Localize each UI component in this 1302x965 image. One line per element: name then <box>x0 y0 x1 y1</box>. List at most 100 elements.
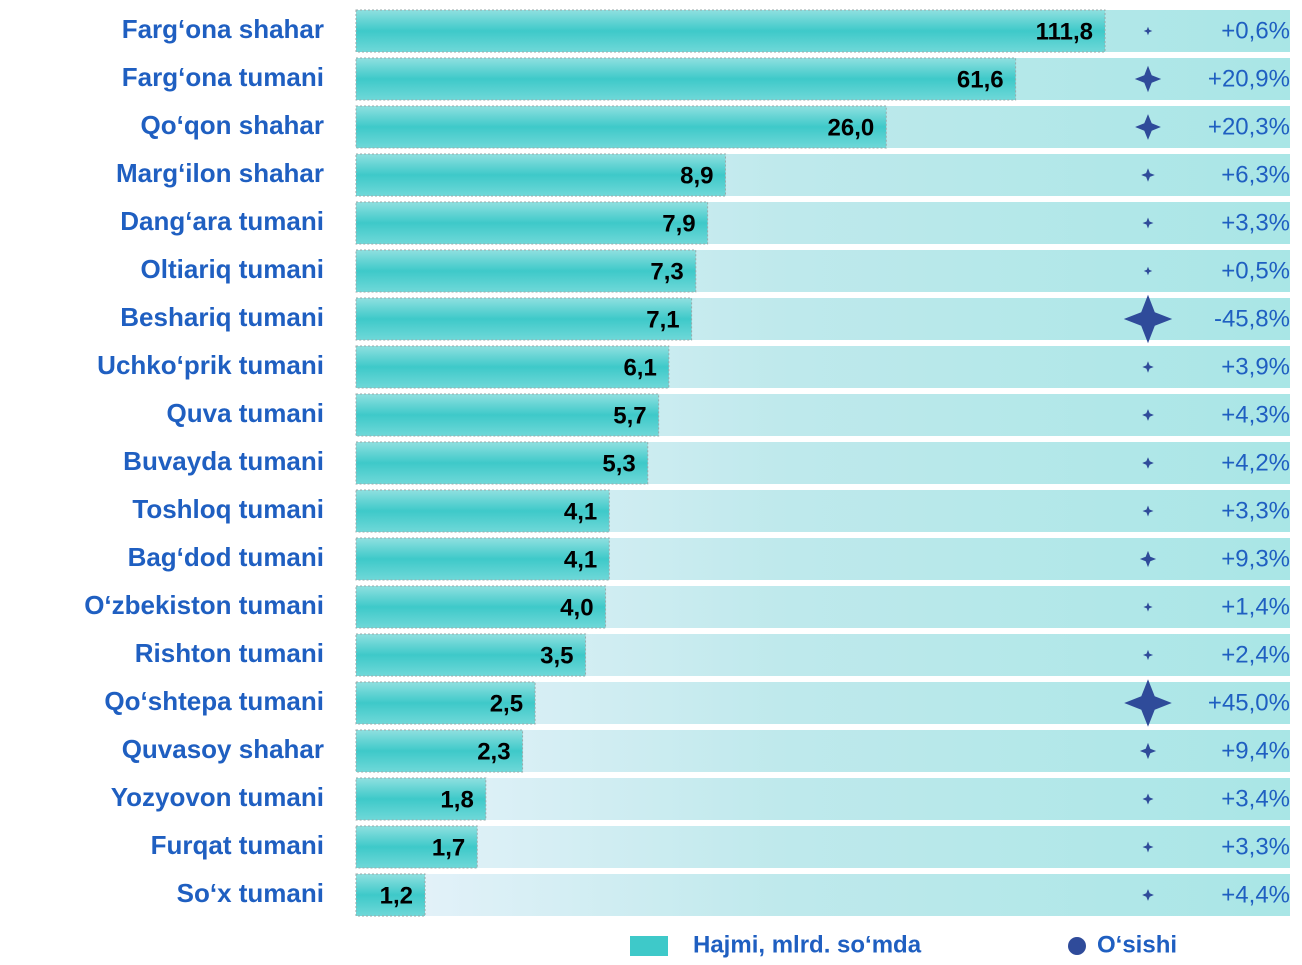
value-label: 6,1 <box>623 354 656 381</box>
value-label: 2,5 <box>490 690 523 717</box>
bar <box>355 9 1106 53</box>
category-label: Marg‘ilon shahar <box>116 158 324 188</box>
value-label: 61,6 <box>957 66 1004 93</box>
growth-marker <box>1123 294 1173 344</box>
value-label: 2,3 <box>477 738 510 765</box>
category-label: So‘x tumani <box>177 878 324 908</box>
growth-label: -45,8% <box>1214 305 1290 332</box>
bar-track <box>356 778 1290 820</box>
growth-label: +20,9% <box>1208 65 1290 92</box>
category-label: Quva tumani <box>167 398 324 428</box>
bar-track <box>356 826 1290 868</box>
growth-marker <box>1124 679 1172 727</box>
category-label: Rishton tumani <box>135 638 324 668</box>
growth-marker <box>1139 742 1157 760</box>
bar <box>355 297 693 341</box>
category-label: Farg‘ona shahar <box>122 14 324 44</box>
growth-label: +0,6% <box>1221 17 1290 44</box>
growth-marker <box>1143 26 1153 36</box>
bar <box>355 633 587 677</box>
growth-marker <box>1141 168 1155 182</box>
growth-label: +0,5% <box>1221 257 1290 284</box>
growth-label: +3,3% <box>1221 833 1290 860</box>
category-label: Dang‘ara tumani <box>120 206 324 236</box>
growth-label: +3,9% <box>1221 353 1290 380</box>
growth-label: +4,2% <box>1221 449 1290 476</box>
growth-marker <box>1139 550 1157 568</box>
growth-marker <box>1142 457 1154 469</box>
legend-label: O‘sishi <box>1097 931 1177 958</box>
growth-label: +9,3% <box>1221 545 1290 572</box>
value-label: 4,1 <box>564 498 597 525</box>
growth-marker <box>1142 889 1154 901</box>
growth-label: +3,3% <box>1221 209 1290 236</box>
value-label: 5,7 <box>613 402 646 429</box>
value-label: 5,3 <box>602 450 635 477</box>
value-label: 111,8 <box>1036 18 1093 45</box>
bar <box>355 489 610 533</box>
growth-label: +6,3% <box>1221 161 1290 188</box>
value-label: 8,9 <box>680 162 713 189</box>
bar <box>355 153 726 197</box>
category-label: Qo‘shtepa tumani <box>104 686 324 716</box>
bar <box>355 873 426 917</box>
growth-marker <box>1135 114 1161 140</box>
growth-marker <box>1142 217 1154 229</box>
bar <box>355 57 1017 101</box>
category-label: Furqat tumani <box>151 830 324 860</box>
category-label: O‘zbekiston tumani <box>84 590 324 620</box>
bar <box>355 537 610 581</box>
bar <box>355 825 478 869</box>
value-label: 4,0 <box>560 594 593 621</box>
growth-marker <box>1143 602 1153 612</box>
growth-label: +3,3% <box>1221 497 1290 524</box>
category-label: Beshariq tumani <box>120 302 324 332</box>
bar <box>355 393 660 437</box>
growth-label: +45,0% <box>1208 689 1290 716</box>
value-label: 26,0 <box>828 114 875 141</box>
value-label: 1,7 <box>432 834 465 861</box>
growth-marker <box>1142 649 1154 661</box>
category-label: Uchko‘prik tumani <box>97 350 324 380</box>
growth-label: +4,4% <box>1221 881 1290 908</box>
legend-label: Hajmi, mlrd. so‘mda <box>693 931 922 958</box>
growth-label: +1,4% <box>1221 593 1290 620</box>
growth-marker <box>1142 505 1154 517</box>
growth-label: +9,4% <box>1221 737 1290 764</box>
category-label: Yozyovon tumani <box>111 782 324 812</box>
bar <box>355 249 697 293</box>
value-label: 7,1 <box>646 306 679 333</box>
value-label: 4,1 <box>564 546 597 573</box>
bar <box>355 777 487 821</box>
legend-swatch <box>630 936 668 956</box>
bar <box>355 345 670 389</box>
legend-swatch <box>1068 937 1086 955</box>
bar <box>355 201 709 245</box>
bar <box>355 729 524 773</box>
value-label: 7,9 <box>662 210 695 237</box>
category-label: Buvayda tumani <box>123 446 324 476</box>
bar <box>355 681 536 725</box>
category-label: Oltiariq tumani <box>141 254 324 284</box>
growth-marker <box>1142 841 1154 853</box>
category-label: Toshloq tumani <box>132 494 324 524</box>
growth-label: +4,3% <box>1221 401 1290 428</box>
growth-marker <box>1143 266 1153 276</box>
category-label: Qo‘qon shahar <box>141 110 324 140</box>
growth-label: +3,4% <box>1221 785 1290 812</box>
growth-marker <box>1134 65 1162 93</box>
category-label: Bag‘dod tumani <box>128 542 324 572</box>
growth-label: +2,4% <box>1221 641 1290 668</box>
bar-track <box>356 874 1290 916</box>
bar <box>355 585 607 629</box>
bar <box>355 105 887 149</box>
category-label: Farg‘ona tumani <box>122 62 324 92</box>
value-label: 1,8 <box>440 786 473 813</box>
growth-marker <box>1142 361 1154 373</box>
growth-marker <box>1142 793 1154 805</box>
category-label: Quvasoy shahar <box>122 734 324 764</box>
value-label: 1,2 <box>380 882 413 909</box>
growth-label: +20,3% <box>1208 113 1290 140</box>
growth-marker <box>1142 409 1154 421</box>
